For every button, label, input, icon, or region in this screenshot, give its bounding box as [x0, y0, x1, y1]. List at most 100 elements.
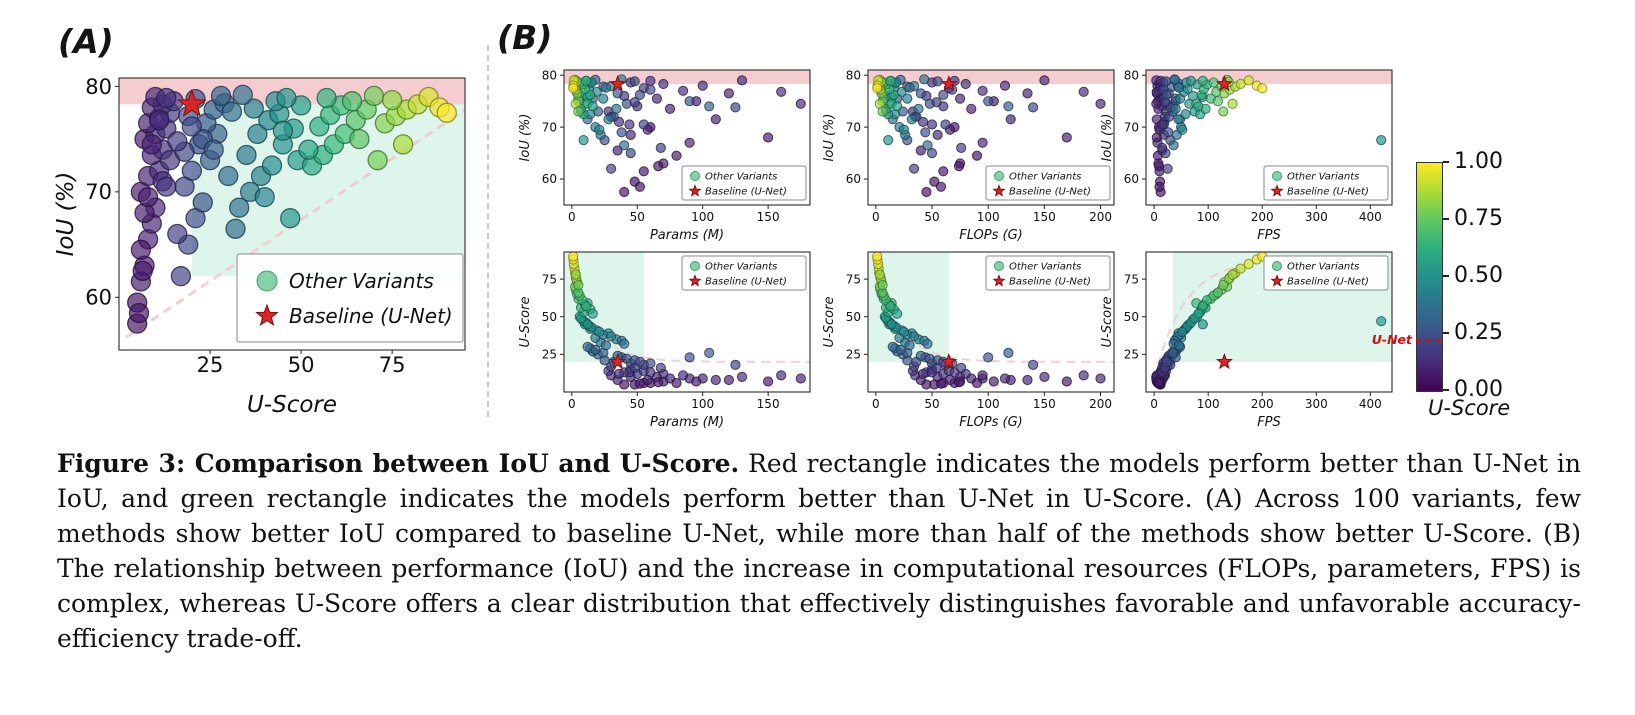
unet-label: U-Net — [1371, 331, 1412, 347]
colorbar-gradient — [1416, 162, 1443, 392]
svg-text:25: 25 — [197, 353, 224, 377]
svg-text:0: 0 — [872, 397, 880, 411]
svg-text:50: 50 — [1124, 310, 1139, 324]
svg-text:100: 100 — [977, 397, 1000, 411]
svg-text:FPS: FPS — [1257, 415, 1281, 430]
svg-text:Baseline (U-Net): Baseline (U-Net) — [705, 277, 787, 288]
svg-text:FPS: FPS — [1257, 228, 1281, 243]
colorbar-tick-mark — [1443, 218, 1449, 220]
svg-text:U-Score: U-Score — [518, 297, 533, 348]
svg-text:Baseline (U-Net): Baseline (U-Net) — [289, 304, 453, 328]
svg-text:200: 200 — [1251, 210, 1274, 224]
svg-text:60: 60 — [846, 172, 861, 186]
figure-caption: Figure 3: Comparison between IoU and U-S… — [57, 446, 1581, 656]
colorbar-tick-mark — [1443, 161, 1449, 163]
svg-text:Params (M): Params (M) — [650, 228, 724, 243]
svg-text:50: 50 — [288, 353, 315, 377]
scatter-uscore-vs-params: 0 50 100 150 25 50 75 Params (M) U-Score Other Va… — [518, 251, 811, 430]
svg-text:100: 100 — [691, 210, 714, 224]
svg-text:25: 25 — [1124, 348, 1139, 362]
svg-text:80: 80 — [85, 75, 112, 99]
panel-a-label: (A) — [58, 22, 114, 61]
svg-text:50: 50 — [924, 210, 939, 224]
svg-text:0: 0 — [872, 210, 880, 224]
colorbar-tick-label: 0.25 — [1454, 320, 1503, 345]
caption-title: Figure 3: Comparison between IoU and U-S… — [57, 449, 740, 478]
svg-text:70: 70 — [85, 180, 112, 204]
svg-text:75: 75 — [846, 272, 861, 286]
scatter-iou-vs-flops: 0 50 100 150 200 60 70 80 FLOPs (G) IoU (%) Other … — [822, 68, 1115, 243]
svg-text:80: 80 — [846, 68, 861, 82]
svg-text:Baseline (U-Net): Baseline (U-Net) — [1009, 277, 1091, 288]
svg-text:60: 60 — [542, 172, 557, 186]
svg-text:50: 50 — [630, 397, 645, 411]
colorbar-tick-label: 0.00 — [1454, 377, 1503, 402]
svg-text:U-Score: U-Score — [822, 297, 837, 348]
svg-text:FLOPs (G): FLOPs (G) — [959, 415, 1023, 430]
colorbar-label: U-Score — [1428, 396, 1511, 420]
svg-text:70: 70 — [846, 120, 861, 134]
colorbar-tick-mark — [1443, 389, 1449, 391]
svg-text:200: 200 — [1089, 397, 1112, 411]
svg-text:U-Score: U-Score — [247, 392, 337, 418]
svg-text:300: 300 — [1305, 210, 1328, 224]
svg-text:Other Variants: Other Variants — [1009, 262, 1081, 273]
svg-text:Other Variants: Other Variants — [1287, 172, 1359, 183]
svg-text:400: 400 — [1359, 210, 1382, 224]
svg-text:300: 300 — [1305, 397, 1328, 411]
colorbar-tick-label: 0.50 — [1454, 263, 1503, 288]
svg-text:80: 80 — [1124, 68, 1139, 82]
svg-text:IoU (%): IoU (%) — [1100, 114, 1115, 162]
unet-dashed-line-icon — [1416, 338, 1441, 341]
colorbar-tick-mark — [1443, 332, 1449, 334]
svg-text:IoU (%): IoU (%) — [822, 114, 837, 162]
svg-text:Baseline (U-Net): Baseline (U-Net) — [1287, 277, 1369, 288]
svg-text:Other Variants: Other Variants — [705, 262, 777, 273]
svg-text:Params (M): Params (M) — [650, 415, 724, 430]
svg-text:50: 50 — [630, 210, 645, 224]
svg-text:FLOPs (G): FLOPs (G) — [959, 228, 1023, 243]
scatter-uscore-vs-fps: 0 100 200 300 400 25 50 75 FPS U-Score Other Varia… — [1100, 251, 1393, 430]
svg-text:0: 0 — [568, 397, 576, 411]
svg-text:0: 0 — [1150, 210, 1158, 224]
svg-text:200: 200 — [1251, 397, 1274, 411]
svg-text:100: 100 — [691, 397, 714, 411]
svg-text:100: 100 — [977, 210, 1000, 224]
svg-text:IoU (%): IoU (%) — [55, 172, 79, 257]
svg-text:75: 75 — [379, 353, 406, 377]
svg-text:50: 50 — [846, 310, 861, 324]
svg-text:80: 80 — [542, 68, 557, 82]
svg-text:Other Variants: Other Variants — [705, 172, 777, 183]
svg-text:0: 0 — [568, 210, 576, 224]
svg-text:Other Variants: Other Variants — [289, 269, 434, 293]
svg-text:Other Variants: Other Variants — [1009, 172, 1081, 183]
scatter-uscore-vs-flops: 0 50 100 150 200 25 50 75 FLOPs (G) U-Score Other … — [822, 251, 1115, 430]
svg-text:60: 60 — [85, 286, 112, 310]
svg-text:150: 150 — [1033, 397, 1056, 411]
svg-text:0: 0 — [1150, 397, 1158, 411]
svg-text:50: 50 — [542, 310, 557, 324]
colorbar-tick-mark — [1443, 275, 1449, 277]
svg-text:25: 25 — [542, 348, 557, 362]
colorbar-tick-label: 1.00 — [1454, 149, 1503, 174]
svg-text:150: 150 — [757, 210, 780, 224]
scatter-iou-vs-params: 0 50 100 150 60 70 80 Params (M) IoU (%) Other Va… — [518, 68, 811, 243]
svg-text:100: 100 — [1197, 397, 1220, 411]
svg-text:150: 150 — [757, 397, 780, 411]
scatter-iou-vs-fps: 0 100 200 300 400 60 70 80 FPS IoU (%) Other Varia… — [1100, 68, 1393, 243]
svg-text:IoU (%): IoU (%) — [518, 114, 533, 162]
svg-text:Baseline (U-Net): Baseline (U-Net) — [1287, 187, 1369, 198]
panel-divider — [487, 45, 489, 417]
colorbar: 1.00 0.75 0.50 0.25 0.00 U-Net U-Score — [1372, 148, 1614, 448]
svg-text:75: 75 — [542, 272, 557, 286]
svg-text:60: 60 — [1124, 172, 1139, 186]
svg-text:70: 70 — [1124, 120, 1139, 134]
svg-text:70: 70 — [542, 120, 557, 134]
caption-body: Red rectangle indicates the models perfo… — [57, 449, 1581, 653]
svg-text:100: 100 — [1197, 210, 1220, 224]
svg-text:Baseline (U-Net): Baseline (U-Net) — [705, 187, 787, 198]
svg-text:Baseline (U-Net): Baseline (U-Net) — [1009, 187, 1091, 198]
svg-text:25: 25 — [846, 348, 861, 362]
svg-text:150: 150 — [1033, 210, 1056, 224]
